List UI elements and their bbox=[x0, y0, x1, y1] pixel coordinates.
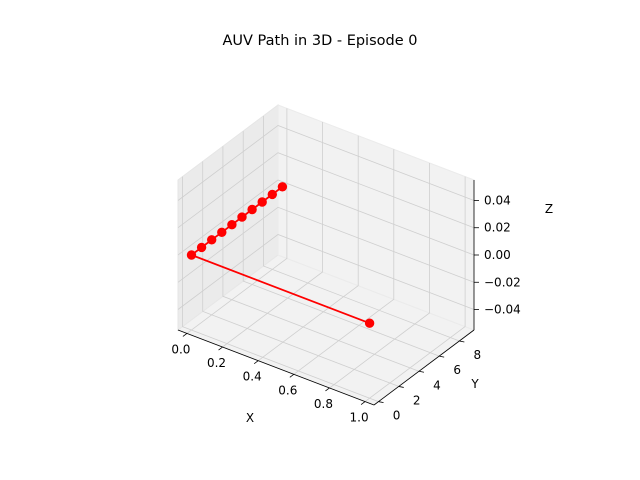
y-tick bbox=[439, 355, 445, 358]
y-tick-label: 0 bbox=[393, 409, 401, 423]
x-axis-label: X bbox=[246, 411, 254, 425]
z-grid-line bbox=[177, 125, 475, 201]
tick-marks bbox=[182, 200, 479, 405]
x-tick bbox=[218, 346, 223, 351]
y-axis-label: Y bbox=[470, 377, 479, 391]
x-grid-line bbox=[293, 149, 395, 375]
z-tick-label: −0.04 bbox=[484, 303, 521, 317]
z-grid-line bbox=[177, 206, 475, 283]
y-grid-line bbox=[222, 146, 420, 372]
y-tick bbox=[418, 370, 425, 373]
x-tick bbox=[360, 401, 366, 405]
z-grid-line bbox=[177, 179, 475, 256]
x-grid-line bbox=[186, 108, 288, 334]
z-tick-label: 0.00 bbox=[484, 248, 511, 262]
data-series bbox=[186, 182, 375, 328]
y-tick-label: 2 bbox=[413, 393, 421, 407]
path-point bbox=[277, 182, 288, 192]
x-grid-line bbox=[364, 176, 466, 402]
y-grid-line bbox=[202, 161, 399, 387]
y-tick bbox=[398, 386, 404, 388]
x-tick-label: 1.0 bbox=[350, 411, 369, 425]
x-tick-label: 0.0 bbox=[171, 342, 190, 356]
grid-lines bbox=[177, 108, 475, 402]
axis-labels: X Y Z bbox=[246, 202, 553, 425]
x-tick-label: 0.6 bbox=[278, 383, 297, 397]
x-grid-line bbox=[257, 135, 359, 362]
path-point bbox=[247, 204, 257, 215]
x-tick bbox=[253, 360, 259, 365]
x-grid-line bbox=[222, 122, 323, 348]
path-point bbox=[257, 197, 267, 207]
z-grid-line bbox=[177, 152, 475, 229]
z-tick-label: 0.04 bbox=[484, 193, 511, 207]
path-point bbox=[217, 227, 227, 238]
path-point bbox=[267, 189, 277, 200]
path-point bbox=[237, 212, 247, 222]
x-tick bbox=[325, 387, 330, 392]
z-tick-label: 0.02 bbox=[484, 221, 511, 235]
x-tick-label: 0.2 bbox=[207, 356, 226, 370]
z-tick-label: −0.02 bbox=[484, 275, 521, 289]
x-tick-label: 0.8 bbox=[314, 397, 333, 411]
z-grid-line bbox=[177, 234, 475, 310]
y-grid-line bbox=[182, 176, 379, 402]
x-grid-line bbox=[329, 163, 430, 389]
y-grid-line bbox=[262, 116, 460, 342]
path-point bbox=[364, 318, 375, 328]
y-tick-label: 6 bbox=[453, 363, 461, 377]
y-tick bbox=[459, 340, 465, 343]
y-axis-line bbox=[373, 329, 475, 406]
path-point bbox=[196, 242, 207, 253]
x-tick bbox=[182, 333, 188, 337]
x-tick bbox=[289, 373, 295, 378]
chart-title: AUV Path in 3D - Episode 0 bbox=[222, 33, 418, 49]
path-point bbox=[227, 220, 237, 230]
z-axis-label: Z bbox=[545, 202, 553, 216]
x-tick-label: 0.4 bbox=[243, 370, 262, 384]
y-tick bbox=[378, 401, 384, 403]
path-point bbox=[207, 235, 217, 245]
path-point bbox=[186, 250, 197, 260]
y-grid-line bbox=[242, 131, 440, 357]
y-tick-label: 4 bbox=[433, 378, 441, 392]
x-axis-line bbox=[177, 329, 375, 406]
y-tick-label: 8 bbox=[474, 348, 482, 362]
